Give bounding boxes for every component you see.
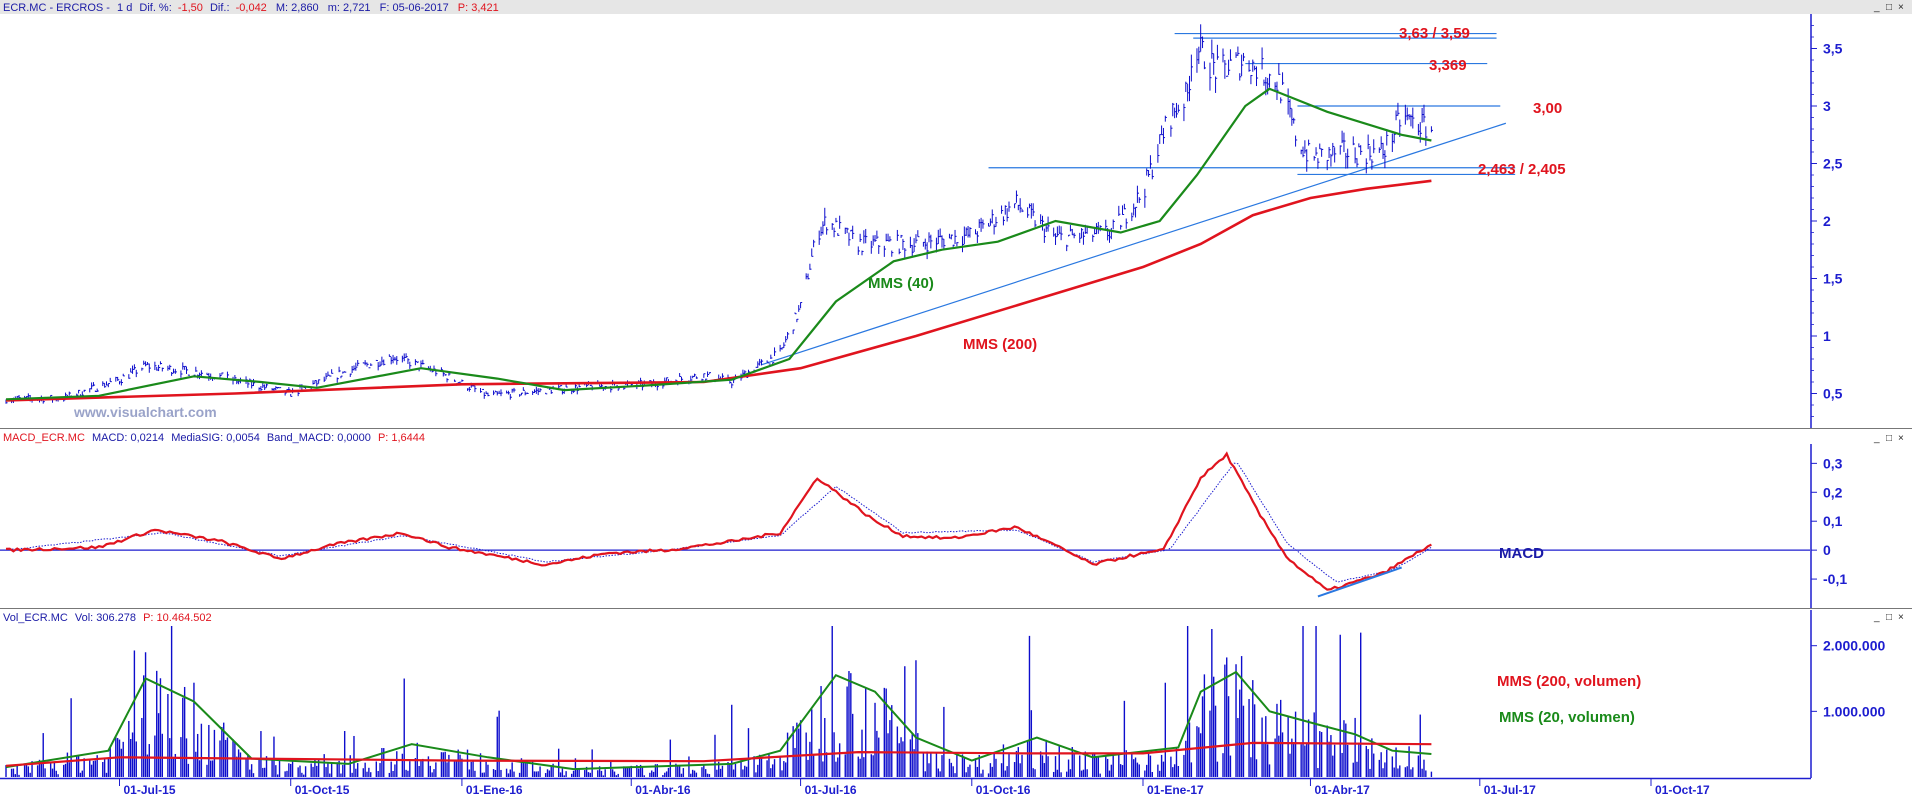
main-window-buttons[interactable]: _ □ × [1873,2,1904,13]
header-dif-pct-label: Dif. %: [139,2,171,14]
macd-axis-label: 0,1 [1823,513,1843,529]
macd-signal-line [5,462,1432,583]
macd-header-band: Band_MACD: 0,0000 [267,432,371,444]
volume-axis-label: 1.000.000 [1823,703,1885,719]
minimize-button[interactable]: _ [1873,2,1880,13]
macd-header: MACD_ECR.MC MACD: 0,0214 MediaSIG: 0,005… [3,432,425,444]
date-x-axis: 01-Jul-15 01-Oct-15 01-Ene-16 01-Abr-16 01-J… [119,778,1710,797]
volume-mms200-line [5,741,1432,767]
volume-legend-mms20: MMS (20, volumen) [1499,709,1635,726]
level-label-3-00: 3,00 [1533,100,1562,117]
macd-header-signal: MediaSIG: 0,0054 [171,432,260,444]
macd-header-price: P: 1,6444 [378,432,425,444]
close-button[interactable]: × [1898,2,1904,13]
maximize-button[interactable]: □ [1886,2,1892,13]
header-min: m: 2,721 [328,2,371,14]
header-max: M: 2,860 [276,2,319,14]
volume-header: Vol_ECR.MC Vol: 306.278 P: 10.464.502 [3,612,212,624]
header-symbol: ECR.MC - ERCROS - [3,2,110,14]
level-label-3-63: 3,63 / 3,59 [1399,25,1470,42]
volume-maximize-button[interactable]: □ [1886,612,1892,623]
header-interval: 1 d [117,2,132,14]
volume-axis-label: 2.000.000 [1823,638,1885,654]
price-plot-area [5,24,1516,404]
date-axis-label: 01-Abr-17 [1314,783,1370,797]
mms40-label: MMS (40) [868,275,934,292]
volume-y-axis: 2.000.000 1.000.000 [1810,610,1885,778]
header-dif: -0,042 [236,2,267,14]
date-axis-label: 01-Jul-16 [805,783,857,797]
header-date: F: 05-06-2017 [380,2,449,14]
level-label-2-463: 2,463 / 2,405 [1478,161,1566,178]
macd-plot-area [0,451,1810,598]
macd-minimize-button[interactable]: _ [1873,433,1880,444]
trend-line [761,122,1507,366]
price-axis-label: 1,5 [1823,271,1843,287]
date-axis-label: 01-Abr-16 [635,783,691,797]
macd-axis-label: 0 [1823,542,1831,558]
header-dif-pct: -1,50 [178,2,203,14]
macd-divergence-line [1317,566,1402,598]
date-axis-label: 01-Oct-17 [1655,783,1710,797]
volume-minimize-button[interactable]: _ [1873,612,1880,623]
macd-close-button[interactable]: × [1898,433,1904,444]
volume-plot-area [5,626,1433,777]
macd-axis-label: -0,1 [1823,571,1847,587]
header-dif-label: Dif.: [210,2,230,14]
date-axis-label: 01-Jul-17 [1484,783,1536,797]
macd-axis-label: 0,3 [1823,455,1843,471]
price-axis-label: 2 [1823,213,1831,229]
price-axis-label: 2,5 [1823,156,1843,172]
volume-legend-mms200: MMS (200, volumen) [1497,673,1641,690]
mms40-line [5,87,1432,401]
price-y-axis: 3,5 3 2,5 2 1,5 1 0,5 [1810,14,1843,428]
price-axis-label: 1 [1823,328,1831,344]
price-axis-label: 0,5 [1823,386,1843,402]
header-price: P: 3,421 [458,2,499,14]
date-axis-label: 01-Ene-17 [1147,783,1204,797]
macd-y-axis: 0,3 0,2 0,1 0 -0,1 [1810,444,1847,608]
volume-window-buttons[interactable]: _ □ × [1873,612,1904,623]
mms200-label: MMS (200) [963,336,1037,353]
volume-close-button[interactable]: × [1898,612,1904,623]
macd-axis-label: 0,2 [1823,484,1843,500]
macd-header-bar [0,430,1912,444]
macd-header-name: MACD_ECR.MC [3,432,85,444]
macd-window-buttons[interactable]: _ □ × [1873,433,1904,444]
date-axis-label: 01-Oct-15 [295,783,350,797]
watermark: www.visualchart.com [73,404,217,420]
main-header: ECR.MC - ERCROS - 1 d Dif. %: -1,50 Dif.… [3,2,499,14]
date-axis-label: 01-Ene-16 [466,783,523,797]
volume-header-price: P: 10.464.502 [143,612,212,624]
macd-header-macd: MACD: 0,0214 [92,432,164,444]
main-header-bar [0,0,1912,14]
macd-line [5,451,1432,591]
mms200-line [5,179,1432,402]
macd-maximize-button[interactable]: □ [1886,433,1892,444]
date-axis-label: 01-Oct-16 [976,783,1031,797]
volume-header-vol: Vol: 306.278 [75,612,136,624]
macd-label: MACD [1499,545,1544,562]
date-axis-label: 01-Jul-15 [124,783,176,797]
level-label-3-369: 3,369 [1429,57,1467,74]
price-axis-label: 3 [1823,98,1831,114]
price-axis-label: 3,5 [1823,41,1843,57]
volume-header-name: Vol_ECR.MC [3,612,68,624]
